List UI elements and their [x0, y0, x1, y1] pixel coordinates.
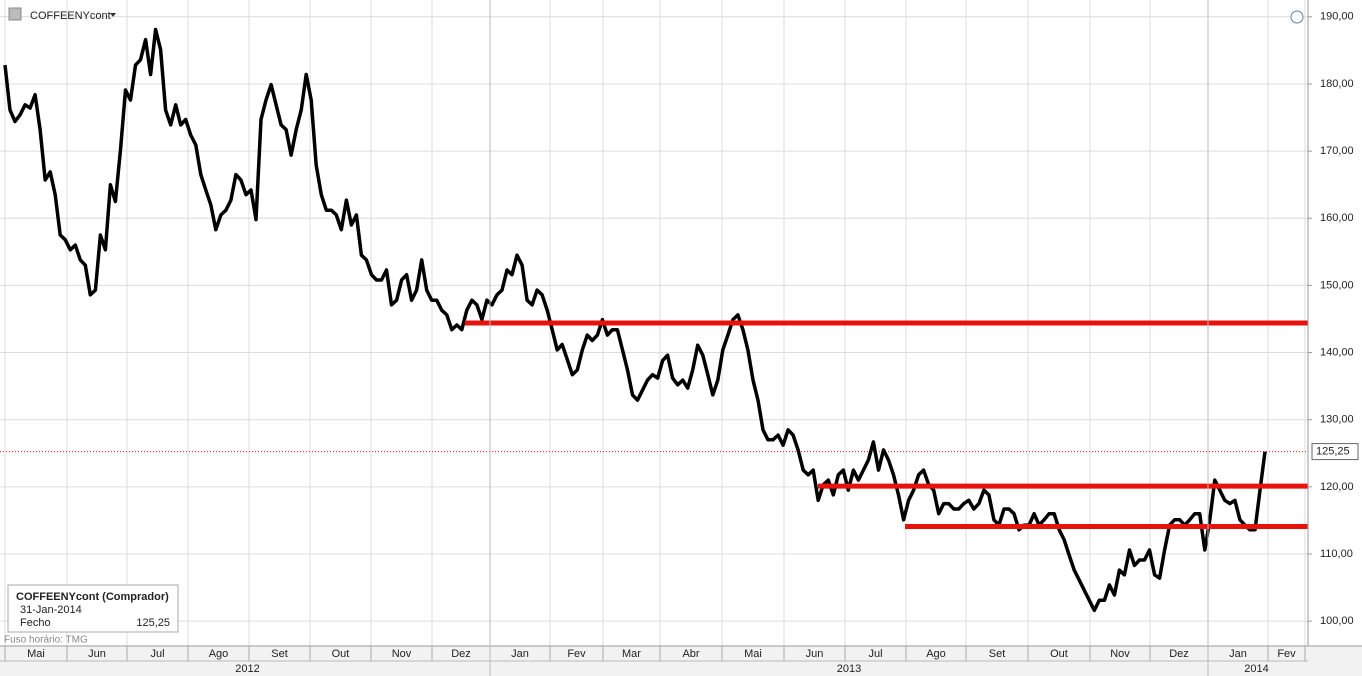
y-tick-label: 100,00 — [1320, 615, 1354, 627]
info-field: Fecho — [20, 617, 51, 629]
x-tick-label: Mai — [27, 648, 45, 660]
x-tick-label: Jul — [868, 648, 882, 660]
x-tick-label: Ago — [926, 648, 946, 660]
y-tick-label: 120,00 — [1320, 481, 1354, 493]
x-tick-label: Jan — [1229, 648, 1247, 660]
chart-title[interactable]: COFFEENYcont — [30, 10, 111, 22]
x-tick-label: Abr — [682, 648, 699, 660]
x-tick-label: Nov — [392, 648, 412, 660]
year-label: 2012 — [235, 663, 259, 675]
year-label: 2013 — [837, 663, 861, 675]
y-tick-label: 180,00 — [1320, 78, 1354, 90]
x-tick-label: Mai — [744, 648, 762, 660]
info-box-frame — [7, 584, 179, 633]
x-tick-label: Jan — [511, 648, 529, 660]
clock-icon[interactable] — [1290, 10, 1304, 24]
last-price-label: 125,25 — [1316, 446, 1350, 458]
chart-icon — [8, 7, 22, 21]
info-title: COFFEENYcont (Comprador) — [16, 591, 169, 603]
x-tick-label: Set — [989, 648, 1006, 660]
x-tick-label: Jun — [88, 648, 106, 660]
y-tick-label: 190,00 — [1320, 11, 1354, 23]
price-line — [3, 27, 1267, 613]
x-tick-label: Jun — [806, 648, 824, 660]
x-tick-label: Mar — [622, 648, 641, 660]
y-tick-label: 130,00 — [1320, 414, 1354, 426]
y-tick-label: 150,00 — [1320, 279, 1354, 291]
x-tick-label: Out — [332, 648, 350, 660]
x-tick-label: Nov — [1110, 648, 1130, 660]
last-price-box — [1311, 443, 1359, 461]
x-tick-label: Ago — [209, 648, 229, 660]
x-tick-label: Out — [1050, 648, 1068, 660]
x-tick-label: Dez — [1169, 648, 1189, 660]
x-tick-label: Fev — [1277, 648, 1296, 660]
x-tick-label: Jul — [150, 648, 164, 660]
info-box: COFFEENYcont (Comprador) 31-Jan-2014 Fec… — [7, 584, 179, 633]
info-value: 125,25 — [136, 617, 170, 629]
y-tick-label: 110,00 — [1320, 548, 1353, 560]
info-date: 31-Jan-2014 — [20, 604, 82, 616]
plot — [0, 27, 1308, 613]
year-label: 2014 — [1244, 663, 1268, 675]
y-tick-label: 160,00 — [1320, 212, 1354, 224]
x-tick-label: Dez — [451, 648, 471, 660]
dropdown-arrow[interactable] — [110, 13, 116, 17]
timezone-note: Fuso horário: TMG — [4, 635, 88, 646]
y-tick-label: 140,00 — [1320, 346, 1354, 358]
y-tick-label: 170,00 — [1320, 145, 1354, 157]
x-tick-label: Set — [271, 648, 288, 660]
x-tick-label: Fev — [567, 648, 586, 660]
